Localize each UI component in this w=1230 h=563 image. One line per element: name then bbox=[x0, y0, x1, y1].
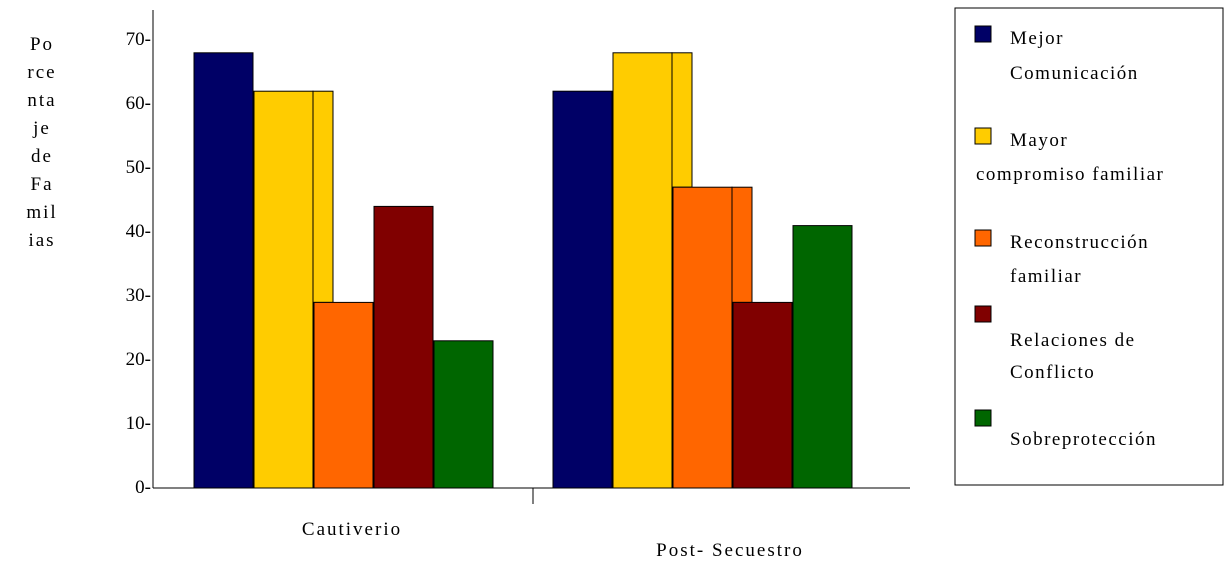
y-tick-label: 40- bbox=[126, 221, 151, 242]
x-axis: Cautiverio Post- Secuestro bbox=[153, 487, 910, 561]
bar-side bbox=[312, 90, 334, 303]
bar bbox=[672, 186, 733, 489]
bar bbox=[373, 205, 434, 489]
y-axis-label-line: Fa bbox=[31, 174, 54, 195]
y-axis-label-line: je bbox=[32, 118, 51, 139]
y-tick-label: 0- bbox=[135, 477, 151, 498]
legend-label: Comunicación bbox=[1010, 63, 1139, 84]
bar bbox=[732, 301, 793, 489]
legend-label: Reconstrucción bbox=[1010, 232, 1149, 253]
legend-label: Conflicto bbox=[1010, 362, 1095, 383]
x-category-label: Cautiverio bbox=[302, 519, 402, 540]
bar-side bbox=[671, 52, 693, 188]
y-axis-label-line: nta bbox=[27, 90, 56, 111]
legend-label: Relaciones de bbox=[1010, 330, 1136, 351]
legend-swatch bbox=[974, 305, 992, 323]
bar bbox=[313, 301, 374, 489]
y-axis-label-line: rce bbox=[27, 62, 56, 83]
bar bbox=[792, 225, 853, 489]
y-axis-label-line: mil bbox=[26, 202, 57, 223]
bar bbox=[253, 90, 314, 489]
x-category-label: Post- Secuestro bbox=[656, 540, 804, 561]
y-axis: 0- 10- 20- 30- 40- 50- 60- 70- bbox=[126, 10, 154, 498]
legend: Mejor Comunicación Mayor compromiso familia… bbox=[954, 7, 1224, 486]
bar-side bbox=[731, 186, 753, 303]
y-tick-label: 60- bbox=[126, 93, 151, 114]
y-tick-label: 20- bbox=[126, 349, 151, 370]
y-tick-label: 30- bbox=[126, 285, 151, 306]
legend-swatch bbox=[974, 127, 992, 145]
y-axis-label-line: Po bbox=[30, 34, 54, 55]
legend-swatch bbox=[974, 409, 992, 427]
bar bbox=[433, 340, 494, 489]
bar bbox=[193, 52, 254, 489]
bar bbox=[552, 90, 613, 489]
legend-swatch bbox=[974, 229, 992, 247]
y-tick-label: 10- bbox=[126, 413, 151, 434]
legend-label: familiar bbox=[1010, 266, 1082, 287]
y-axis-label: Po rce nta je de Fa mil ias bbox=[26, 34, 57, 251]
y-axis-label-line: ias bbox=[28, 230, 55, 251]
legend-box bbox=[954, 7, 1224, 486]
bars bbox=[193, 52, 853, 489]
legend-label: Mayor bbox=[1010, 130, 1068, 151]
bar bbox=[612, 52, 673, 489]
legend-label: Sobreprotección bbox=[1010, 429, 1157, 450]
legend-swatch bbox=[974, 25, 992, 43]
y-tick-label: 70- bbox=[126, 29, 151, 50]
y-axis-label-line: de bbox=[31, 146, 53, 167]
legend-label: Mejor bbox=[1010, 28, 1064, 49]
legend-label: compromiso familiar bbox=[976, 164, 1164, 185]
y-tick-label: 50- bbox=[126, 157, 151, 178]
